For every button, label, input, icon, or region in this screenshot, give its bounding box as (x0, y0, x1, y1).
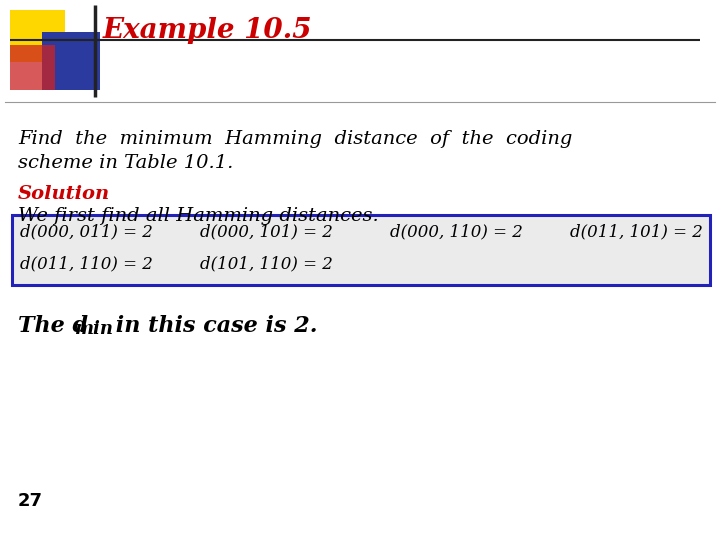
Text: Find  the  minimum  Hamming  distance  of  the  coding: Find the minimum Hamming distance of the… (18, 130, 572, 148)
Text: d(000, 110) = 2: d(000, 110) = 2 (390, 223, 523, 240)
Text: d(000, 011) = 2: d(000, 011) = 2 (20, 223, 153, 240)
FancyBboxPatch shape (10, 45, 55, 90)
Text: 27: 27 (18, 492, 43, 510)
Text: d(011, 110) = 2: d(011, 110) = 2 (20, 255, 153, 272)
Text: scheme in Table 10.1.: scheme in Table 10.1. (18, 154, 233, 172)
Text: in this case is 2.: in this case is 2. (108, 315, 318, 337)
FancyBboxPatch shape (10, 10, 65, 62)
FancyBboxPatch shape (42, 32, 100, 90)
FancyBboxPatch shape (12, 215, 710, 285)
Text: d(000, 101) = 2: d(000, 101) = 2 (200, 223, 333, 240)
Text: min: min (75, 320, 114, 338)
Text: We first find all Hamming distances.: We first find all Hamming distances. (18, 207, 379, 225)
Text: The d: The d (18, 315, 88, 337)
Text: Example 10.5: Example 10.5 (103, 17, 312, 44)
Text: Solution: Solution (18, 185, 110, 203)
Text: d(101, 110) = 2: d(101, 110) = 2 (200, 255, 333, 272)
Text: d(011, 101) = 2: d(011, 101) = 2 (570, 223, 703, 240)
